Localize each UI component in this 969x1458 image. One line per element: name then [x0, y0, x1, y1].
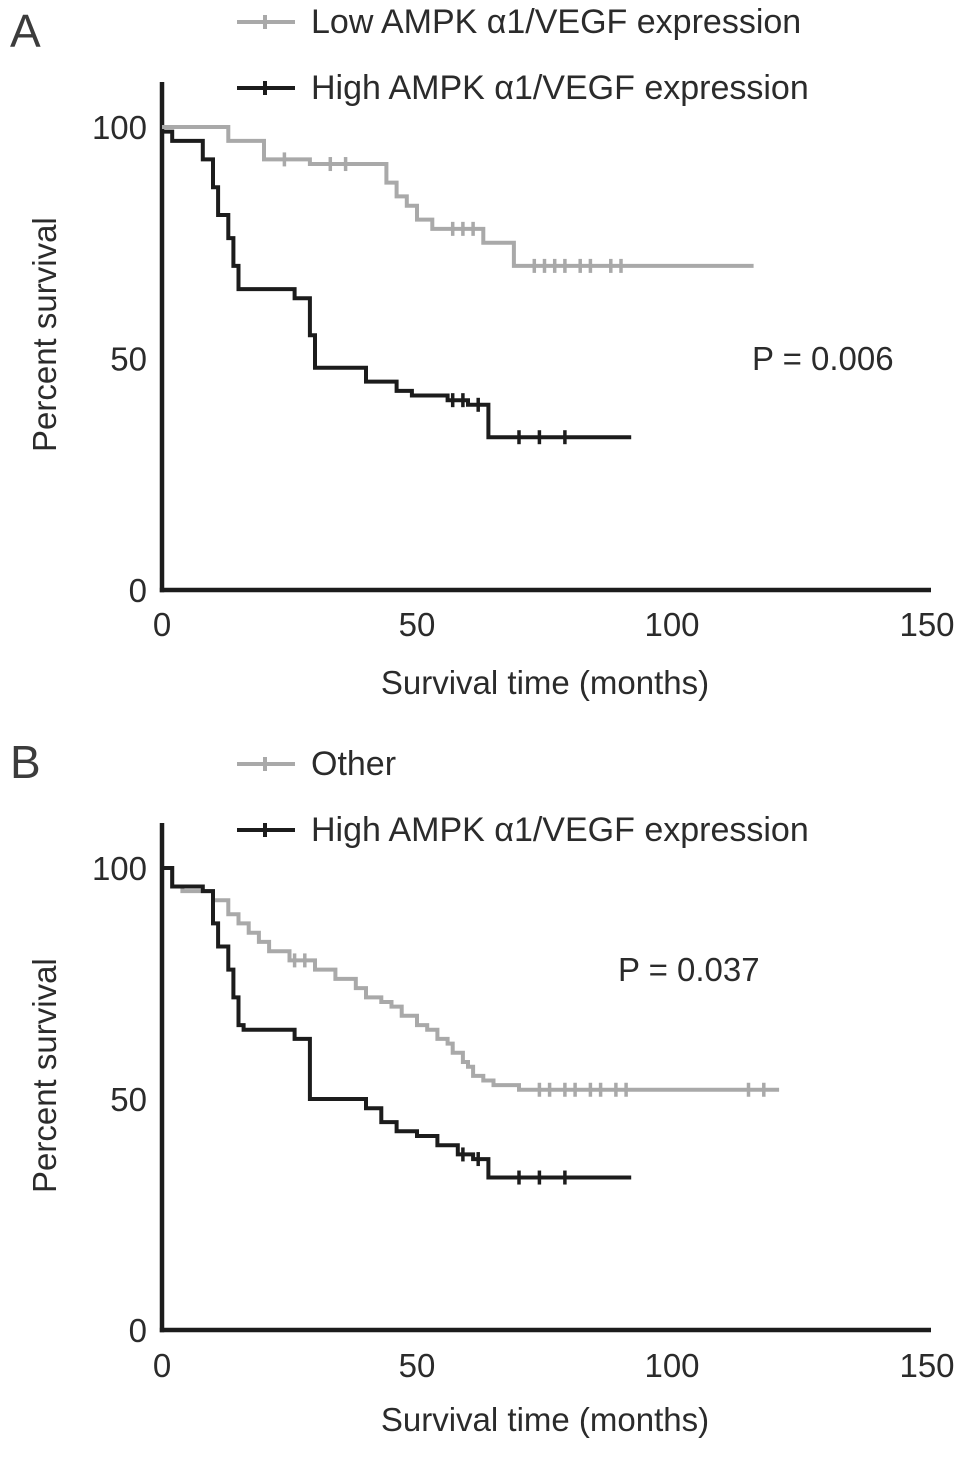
censor-tick-icon	[263, 15, 267, 29]
panel-b-letter: B	[10, 736, 41, 788]
y-axis-label: Percent survival	[26, 958, 63, 1194]
legend-marker-icon	[237, 15, 295, 29]
svg-text:50: 50	[110, 341, 147, 378]
legend-label: Low AMPK α1/VEGF expression	[311, 2, 802, 41]
legend-label: High AMPK α1/VEGF expression	[311, 810, 809, 849]
legend-panel-a: Low AMPK α1/VEGF expression High AMPK α1…	[237, 0, 809, 132]
svg-text:0: 0	[153, 606, 171, 643]
svg-text:0: 0	[129, 572, 147, 609]
legend-label: Other	[311, 744, 397, 783]
legend-item: High AMPK α1/VEGF expression	[237, 66, 809, 110]
svg-text:50: 50	[399, 1347, 436, 1384]
km-survival-chart-a: 0 50 100 0 50 100 150	[92, 82, 955, 643]
p-value-annotation: P = 0.037	[618, 951, 760, 988]
svg-text:150: 150	[899, 606, 954, 643]
svg-text:50: 50	[399, 606, 436, 643]
censor-tick-icon	[263, 757, 267, 771]
x-axis-label: Survival time (months)	[380, 1401, 710, 1438]
km-survival-chart-b: 0 50 100 0 50 100 150	[92, 823, 955, 1384]
legend-label: High AMPK α1/VEGF expression	[311, 68, 809, 107]
legend-marker-icon	[237, 81, 295, 95]
panel-b: B Other High AMPK α1/VEGF expression 0 50…	[0, 729, 969, 1458]
legend-marker-icon	[237, 757, 295, 771]
y-axis-label: Percent survival	[26, 217, 63, 453]
legend-item: High AMPK α1/VEGF expression	[237, 808, 809, 852]
svg-text:0: 0	[129, 1312, 147, 1349]
svg-text:50: 50	[110, 1081, 147, 1118]
svg-text:100: 100	[644, 1347, 699, 1384]
x-axis-label: Survival time (months)	[380, 664, 710, 701]
censor-tick-icon	[263, 81, 267, 95]
legend-item: Low AMPK α1/VEGF expression	[237, 0, 809, 44]
p-value-annotation: P = 0.006	[752, 340, 894, 377]
svg-text:100: 100	[92, 850, 147, 887]
svg-text:150: 150	[899, 1347, 954, 1384]
svg-text:100: 100	[92, 109, 147, 146]
legend-marker-icon	[237, 823, 295, 837]
panel-a: A Low AMPK α1/VEGF expression High AMPK …	[10, 0, 955, 702]
censor-tick-icon	[263, 823, 267, 837]
svg-text:100: 100	[644, 606, 699, 643]
panel-a-letter: A	[10, 5, 41, 57]
legend-panel-b: Other High AMPK α1/VEGF expression	[237, 742, 809, 874]
legend-item: Other	[237, 742, 809, 786]
svg-text:0: 0	[153, 1347, 171, 1384]
